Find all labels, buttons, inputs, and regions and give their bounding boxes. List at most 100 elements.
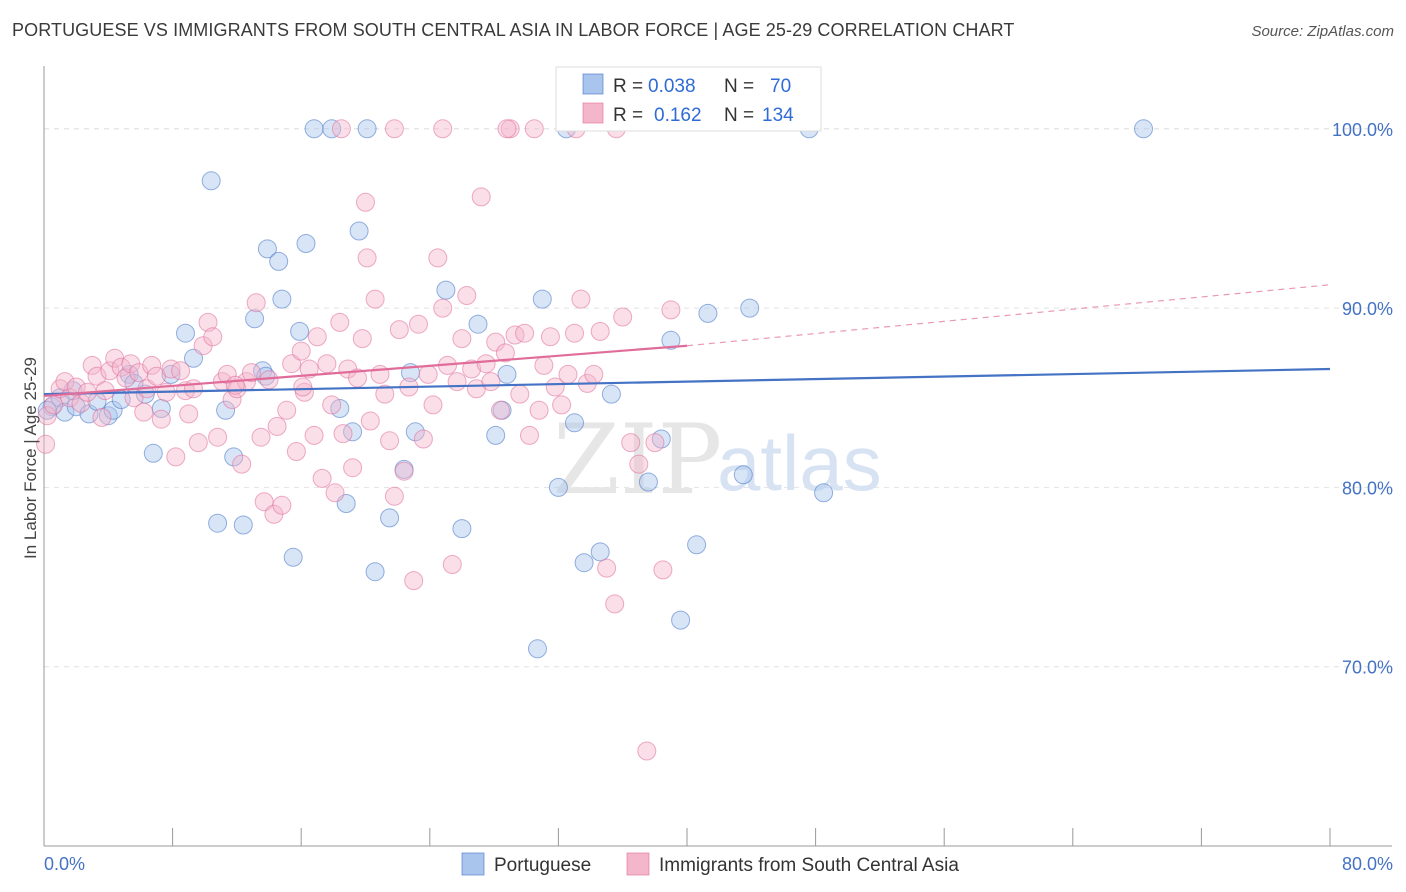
point-immigrants <box>241 363 261 383</box>
point-immigrants <box>645 433 665 453</box>
point-immigrants <box>394 461 414 481</box>
chart-source: Source: ZipAtlas.com <box>1251 23 1394 40</box>
point-immigrants <box>317 354 337 374</box>
point-portuguese <box>638 472 658 492</box>
point-immigrants <box>116 368 136 388</box>
point-portuguese <box>37 400 57 420</box>
point-immigrants <box>307 327 327 347</box>
point-immigrants <box>529 400 549 420</box>
point-portuguese <box>257 239 277 259</box>
point-portuguese <box>365 562 385 582</box>
legend-n-label-2: N = <box>724 105 754 126</box>
point-immigrants <box>510 384 530 404</box>
trend-line-immigrants-extension <box>686 284 1331 347</box>
point-immigrants <box>584 364 604 384</box>
point-portuguese <box>201 171 221 191</box>
point-immigrants <box>134 402 154 422</box>
legend-n-value-1: 70 <box>770 76 791 97</box>
legend-r-value-2: 0.162 <box>654 105 702 126</box>
legend-n-label-1: N = <box>724 76 754 97</box>
point-immigrants <box>44 395 64 415</box>
y-tick-label: 100.0% <box>1332 120 1393 140</box>
point-immigrants <box>203 327 223 347</box>
point-immigrants <box>433 119 453 139</box>
point-immigrants <box>208 427 228 447</box>
point-immigrants <box>409 314 428 334</box>
point-immigrants <box>423 395 443 415</box>
point-immigrants <box>291 341 311 361</box>
point-immigrants <box>357 248 377 268</box>
point-portuguese <box>452 519 472 539</box>
point-immigrants <box>524 119 544 139</box>
point-immigrants <box>404 571 424 591</box>
point-portuguese <box>740 298 760 318</box>
point-portuguese <box>304 119 324 139</box>
point-portuguese <box>486 425 506 445</box>
point-immigrants <box>442 555 462 574</box>
legend-r-value-1: 0.038 <box>648 76 696 97</box>
point-immigrants <box>380 431 400 451</box>
point-immigrants <box>92 407 112 427</box>
watermark-zip: ZIP <box>553 404 722 516</box>
grid <box>44 128 1392 668</box>
y-tick-label: 80.0% <box>1342 478 1393 498</box>
point-immigrants <box>171 361 191 381</box>
legend-bottom-swatch-portuguese <box>461 852 485 876</box>
point-immigrants <box>142 355 162 375</box>
y-tick-label: 90.0% <box>1342 299 1393 319</box>
point-immigrants <box>590 321 610 341</box>
point-portuguese <box>208 513 228 533</box>
point-immigrants <box>184 379 203 399</box>
point-portuguese <box>814 483 834 503</box>
point-portuguese <box>216 400 236 420</box>
point-immigrants <box>100 361 120 381</box>
point-portuguese <box>184 348 203 368</box>
point-portuguese <box>651 429 671 449</box>
point-portuguese <box>103 400 123 420</box>
point-immigrants <box>545 377 565 397</box>
x-tick-label-max: 80.0% <box>1342 854 1393 874</box>
points <box>36 119 1153 761</box>
point-immigrants <box>330 312 350 332</box>
point-immigrants <box>433 298 453 318</box>
legend-bottom-swatch-immigrants <box>626 852 650 876</box>
point-immigrants <box>497 119 517 139</box>
point-immigrants <box>331 119 351 139</box>
point-portuguese <box>245 309 265 329</box>
point-immigrants <box>413 429 433 449</box>
point-portuguese <box>269 251 289 271</box>
point-portuguese <box>349 221 369 241</box>
point-portuguese <box>601 384 621 404</box>
point-immigrants <box>188 433 208 453</box>
point-portuguese <box>224 447 244 467</box>
point-portuguese <box>532 289 552 309</box>
point-immigrants <box>653 560 673 580</box>
point-portuguese <box>468 314 488 334</box>
point-immigrants <box>299 359 319 379</box>
point-immigrants <box>352 329 372 349</box>
point-portuguese <box>143 443 163 463</box>
point-immigrants <box>365 289 385 309</box>
point-immigrants <box>293 377 313 397</box>
point-immigrants <box>251 427 271 447</box>
point-immigrants <box>605 594 625 614</box>
point-immigrants <box>151 409 171 429</box>
y-axis-label: In Labor Force | Age 25-29 <box>21 357 40 559</box>
point-portuguese <box>357 119 377 139</box>
point-portuguese <box>272 289 292 309</box>
point-immigrants <box>82 355 102 375</box>
point-immigrants <box>540 327 560 347</box>
watermark-atlas: atlas <box>717 419 882 507</box>
legend-top: R = 0.038 N = 70 R = 0.162 N = 134 <box>555 66 822 132</box>
point-portuguese <box>548 477 568 497</box>
point-immigrants <box>375 384 395 404</box>
point-immigrants <box>304 425 324 445</box>
point-immigrants <box>462 359 482 379</box>
point-immigrants <box>267 416 287 436</box>
point-immigrants <box>232 454 252 474</box>
point-immigrants <box>629 454 649 474</box>
point-immigrants <box>217 364 237 384</box>
point-portuguese <box>343 422 363 442</box>
point-immigrants <box>343 458 363 478</box>
point-immigrants <box>552 395 572 415</box>
